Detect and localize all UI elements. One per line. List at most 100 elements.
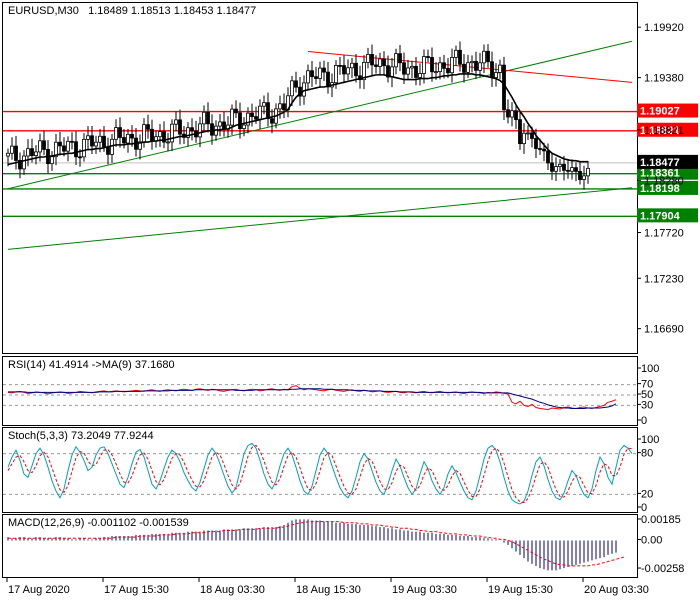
candle-body-19 <box>82 138 86 158</box>
candle-body-77 <box>314 76 318 79</box>
candle-body-98 <box>398 53 402 64</box>
level-price-tag-1 <box>637 122 698 137</box>
price-pane[interactable]: EURUSD,M30 1.18489 1.18513 1.18453 1.184… <box>2 2 638 354</box>
candle-body-30 <box>126 133 130 144</box>
time-tick-label-0: 17 Aug 2020 <box>8 584 70 596</box>
rsi-chart[interactable] <box>3 357 637 425</box>
candle-body-8 <box>38 140 42 153</box>
candle-body-50 <box>206 111 210 125</box>
candle-body-34 <box>142 124 146 143</box>
candle-body-0 <box>6 152 10 157</box>
candle-body-126 <box>510 110 514 118</box>
candle-body-127 <box>514 110 518 121</box>
level-price-tag-4 <box>637 208 698 223</box>
candle-body-133 <box>538 148 542 150</box>
candle-body-74 <box>302 82 306 97</box>
candle-body-6 <box>30 148 34 156</box>
candle-body-5 <box>26 148 30 157</box>
stoch-tick-label-0: 100 <box>641 434 659 446</box>
candle-body-84 <box>342 65 346 75</box>
candle-body-82 <box>334 65 338 84</box>
candle-body-118 <box>478 62 482 71</box>
price-tick-label-4: 1.17720 <box>644 228 684 240</box>
candle-body-60 <box>246 112 250 126</box>
stoch-chart[interactable] <box>3 428 637 512</box>
candle-body-115 <box>466 62 470 73</box>
moving-average-line <box>7 73 588 166</box>
candle-body-24 <box>102 135 106 148</box>
candle-body-116 <box>470 60 474 64</box>
candle-body-3 <box>18 160 22 170</box>
candle-body-4 <box>22 155 26 170</box>
stoch-series-1 <box>7 444 633 504</box>
candle-body-106 <box>430 57 434 73</box>
candle-body-139 <box>562 163 566 171</box>
candle-body-51 <box>210 123 214 136</box>
candle-body-54 <box>222 121 226 130</box>
candle-body-39 <box>162 131 166 143</box>
rsi-pane[interactable]: RSI(14) 41.4914 ->MA(9) 37.1680 <box>2 356 638 426</box>
time-tick-label-3: 18 Aug 15:30 <box>296 584 361 596</box>
candle-body-113 <box>458 49 462 65</box>
candle-body-120 <box>486 50 490 63</box>
candle-body-119 <box>482 50 486 64</box>
time-tick-label-5: 19 Aug 15:30 <box>488 584 553 596</box>
candle-body-138 <box>558 163 562 168</box>
level-price-label-1: 1.18821 <box>640 125 680 137</box>
candle-body-122 <box>494 72 498 79</box>
trendline-2 <box>307 51 633 83</box>
ohlc-values: 1.18489 1.18513 1.18453 1.18477 <box>88 5 257 17</box>
candle-body-134 <box>542 148 546 152</box>
candle-body-109 <box>442 62 446 69</box>
candle-body-33 <box>138 141 142 150</box>
candle-body-111 <box>450 57 454 74</box>
candle-body-63 <box>258 105 262 120</box>
candle-body-71 <box>290 80 294 97</box>
trendline-0 <box>7 40 633 190</box>
stoch-tick-label-3: 0 <box>641 502 647 513</box>
candle-body-100 <box>406 67 410 75</box>
candle-body-121 <box>490 61 494 79</box>
rsi-series-1 <box>8 388 617 410</box>
stoch-tick-label-1: 80 <box>641 448 653 460</box>
candle-body-64 <box>262 102 266 107</box>
price-chart[interactable] <box>3 3 637 353</box>
level-price-tag-0 <box>637 103 698 118</box>
rsi-tick-label-3: 30 <box>641 399 653 411</box>
candle-body-128 <box>518 119 522 145</box>
candle-body-56 <box>230 108 234 126</box>
candle-body-104 <box>422 56 426 74</box>
macd-title: MACD(12,26,9) -0.001102 -0.001539 <box>8 517 189 529</box>
level-price-tag-2 <box>637 165 698 180</box>
level-price-label-0: 1.19027 <box>640 106 680 118</box>
candle-body-142 <box>574 167 578 172</box>
stoch-series-0 <box>7 442 633 505</box>
candle-body-38 <box>158 131 162 138</box>
candle-body-87 <box>354 62 358 77</box>
current-price-label: 1.18477 <box>640 157 680 169</box>
price-axis-svg: 1.19027 1.18821 1.18361 1.18198 1.17904 1.184… <box>637 22 698 336</box>
price-tick-label-3: 1.18280 <box>644 175 684 187</box>
candle-body-68 <box>278 103 282 110</box>
candle-body-143 <box>578 171 582 180</box>
candle-body-36 <box>150 128 154 142</box>
candle-body-2 <box>14 145 18 161</box>
candle-body-12 <box>54 141 58 158</box>
macd-chart[interactable] <box>3 515 637 577</box>
candle-body-40 <box>166 141 170 144</box>
macd-pane[interactable]: MACD(12,26,9) -0.001102 -0.001539 <box>2 514 638 578</box>
candle-body-43 <box>178 119 182 135</box>
candle-body-25 <box>106 146 110 155</box>
trendline-1 <box>7 187 633 250</box>
candle-body-93 <box>378 58 382 67</box>
symbol-header: EURUSD,M30 1.18489 1.18513 1.18453 1.184… <box>8 5 256 17</box>
candle-body-62 <box>254 116 258 120</box>
candle-body-125 <box>506 109 510 118</box>
candle-body-20 <box>86 135 90 140</box>
candle-body-42 <box>174 119 178 125</box>
candle-body-137 <box>554 166 558 172</box>
candle-body-29 <box>122 137 126 144</box>
level-price-label-2: 1.18361 <box>640 168 680 180</box>
stoch-pane[interactable]: Stoch(5,3,3) 73.2049 77.9244 <box>2 427 638 513</box>
